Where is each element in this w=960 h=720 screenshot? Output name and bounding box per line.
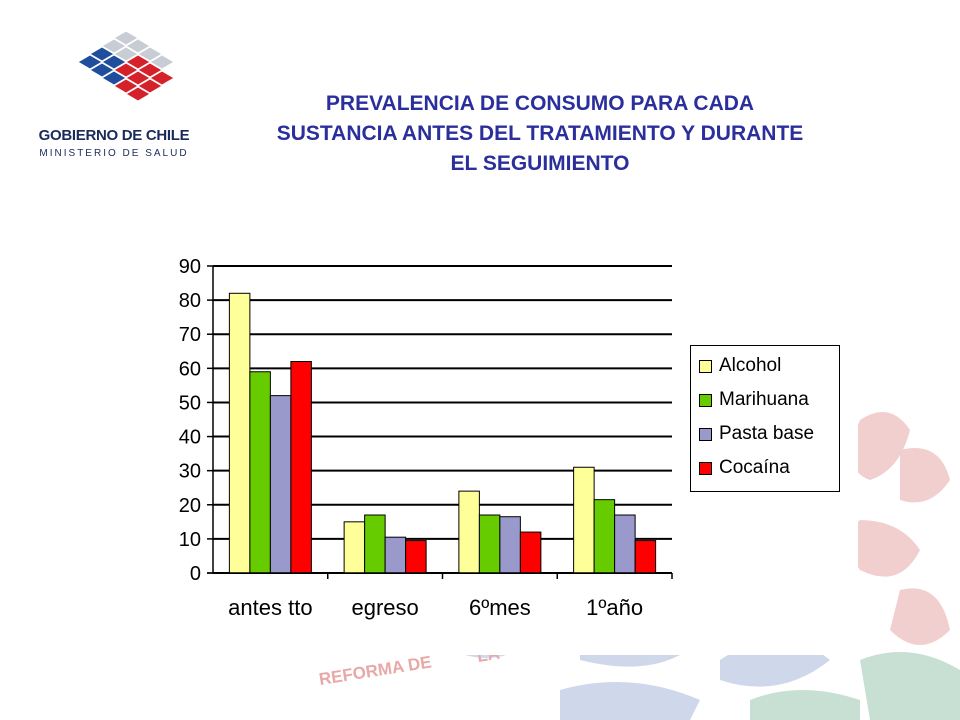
watermark-text: REFORMA DE	[318, 652, 433, 689]
bar-cocaína	[519, 531, 542, 574]
y-tick-label: 20	[179, 495, 201, 517]
y-tick-label: 60	[179, 358, 201, 380]
legend-label: Marihuana	[719, 389, 809, 410]
legend-item: Pasta base	[699, 422, 839, 446]
bar-pasta-base	[269, 395, 292, 574]
legend-swatch	[699, 462, 712, 475]
bar-marihuana	[593, 499, 616, 574]
page-title: PREVALENCIA DE CONSUMO PARA CADA SUSTANC…	[190, 89, 890, 179]
x-tick-label: 1ºaño	[586, 595, 643, 620]
bar-alcohol	[573, 466, 595, 574]
y-tick-label: 90	[179, 256, 201, 278]
legend-swatch	[699, 360, 712, 373]
logo-line1: GOBIERNO DE CHILE	[38, 127, 190, 144]
y-tick-label: 70	[179, 324, 201, 346]
bar-cocaína	[290, 361, 312, 574]
legend-item: Alcohol	[699, 354, 839, 378]
logo-line2: MINISTERIO DE SALUD	[39, 148, 189, 159]
bar-marihuana	[478, 514, 501, 574]
legend-item: Marihuana	[699, 388, 839, 412]
background-decoration: REFORMA DE LA	[318, 412, 960, 720]
y-tick-label: 0	[190, 563, 201, 585]
gobierno-logo: GOBIERNO DE CHILE MINISTERIO DE SALUD	[34, 32, 194, 162]
chart-legend: Alcohol Marihuana Pasta base Cocaína	[690, 345, 840, 492]
legend-swatch	[699, 394, 712, 407]
legend-label: Pasta base	[719, 423, 815, 444]
title-line-2: SUSTANCIA ANTES DEL TRATAMIENTO Y DURANT…	[276, 122, 804, 145]
y-tick-label: 40	[179, 427, 201, 449]
legend-label: Cocaína	[719, 457, 790, 478]
x-tick-label: egreso	[351, 595, 418, 620]
x-tick-label: 6ºmes	[469, 595, 531, 620]
legend-item: Cocaína	[699, 456, 839, 480]
bar-alcohol	[343, 521, 366, 574]
legend-swatch	[699, 428, 712, 441]
bar-alcohol	[458, 490, 480, 574]
y-tick-label: 10	[179, 529, 201, 551]
logo-mark-icon	[77, 32, 174, 102]
bar-marihuana	[364, 514, 386, 574]
y-tick-label: 30	[179, 461, 201, 483]
bar-alcohol	[228, 292, 251, 574]
bar-pasta-base	[614, 514, 636, 574]
title-line-3: EL SEGUIMIENTO	[450, 152, 630, 175]
bar-cocaína	[634, 540, 657, 574]
bar-marihuana	[249, 371, 271, 574]
bar-pasta-base	[499, 516, 521, 574]
bar-pasta-base	[384, 536, 407, 574]
x-tick-label: antes tto	[228, 595, 312, 620]
bar-chart: 0 10 20 30 40 50 60 70 80 90 antes tto egreso 6ºmes 1…	[179, 256, 673, 620]
bar-cocaína	[405, 540, 427, 574]
legend-label: Alcohol	[719, 355, 782, 376]
y-tick-label: 80	[179, 290, 201, 312]
y-tick-label: 50	[179, 392, 201, 414]
title-line-1: PREVALENCIA DE CONSUMO PARA CADA	[325, 92, 755, 115]
